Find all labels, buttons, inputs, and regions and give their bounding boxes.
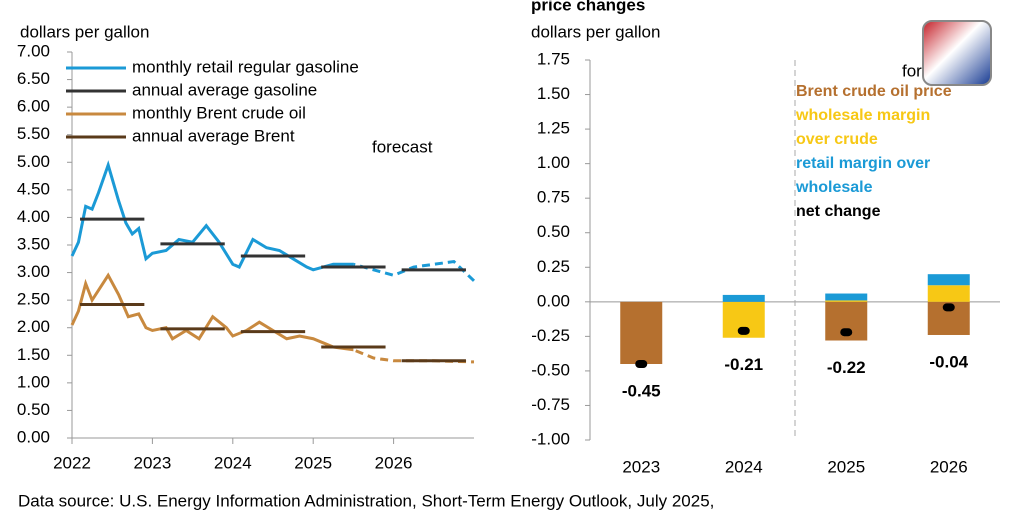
legend: Brent crude oil price wholesale margin ov… (796, 80, 961, 224)
bar-segment (927, 285, 970, 302)
y-tick-label: 1.50 (17, 345, 50, 364)
legend-label: Brent crude oil price (796, 83, 952, 100)
x-tick-label: 2026 (930, 457, 968, 476)
data-label: -0.21 (724, 355, 763, 374)
y-tick-label: -0.75 (531, 395, 570, 414)
y-tick-label: 1.00 (17, 372, 50, 391)
legend-label: annual average gasoline (132, 80, 317, 99)
y-axis-label: dollars per gallon (20, 22, 149, 41)
y-tick-label: 1.50 (537, 84, 570, 103)
y-tick-label: 1.25 (537, 119, 570, 138)
legend-label: monthly Brent crude oil (132, 103, 306, 122)
y-tick-label: 5.50 (17, 124, 50, 143)
y-tick-label: 7.00 (17, 41, 50, 60)
y-tick-label: 2.00 (17, 317, 50, 336)
x-tick-label: 2025 (294, 453, 332, 472)
y-tick-label: 1.00 (537, 153, 570, 172)
x-tick-label: 2025 (827, 457, 865, 476)
legend-label: annual average Brent (132, 126, 295, 145)
x-tick-label: 2024 (214, 453, 252, 472)
x-tick-label: 2023 (133, 453, 171, 472)
source: Data source: U.S. Energy Information Adm… (18, 491, 714, 510)
y-tick-label: 6.00 (17, 97, 50, 116)
data-label: -0.04 (929, 352, 968, 371)
annotation: forecast (372, 137, 433, 156)
y-tick-label: 0.00 (17, 427, 50, 446)
y-tick-label: 4.50 (17, 179, 50, 198)
x-tick-label: 2022 (53, 453, 91, 472)
x-tick-label: 2023 (622, 457, 660, 476)
forecast-line (353, 259, 476, 282)
y-tick-label: 3.00 (17, 262, 50, 281)
y-tick-label: 1.75 (537, 49, 570, 68)
line (70, 160, 354, 272)
y-tick-label: 2.50 (17, 290, 50, 309)
bar-segment (825, 293, 868, 301)
y-tick-label: 0.00 (537, 291, 570, 310)
y-tick-label: 6.50 (17, 69, 50, 88)
net-marker (635, 360, 648, 368)
bar-segment (722, 294, 765, 302)
chart-title: price changes (531, 0, 645, 14)
y-tick-label: -1.00 (531, 429, 570, 448)
legend-label: retail margin over wholesale (796, 155, 931, 196)
net-marker (942, 303, 955, 312)
y-axis-label: dollars per gallon (531, 22, 660, 41)
y-tick-label: 3.50 (17, 234, 50, 253)
y-tick-label: -0.50 (531, 360, 570, 379)
line (70, 272, 354, 352)
x-tick-label: 2026 (375, 453, 413, 472)
data-label: -0.45 (622, 381, 661, 400)
y-tick-label: 0.50 (17, 400, 50, 419)
y-tick-label: 4.00 (17, 207, 50, 226)
bar-segment (825, 300, 868, 302)
y-tick-label: 0.75 (537, 188, 570, 207)
logo (922, 20, 992, 86)
bar-segment (620, 301, 663, 364)
y-tick-label: -0.25 (531, 326, 570, 345)
legend-label: monthly retail regular gasoline (132, 57, 359, 76)
y-tick-label: 5.00 (17, 152, 50, 171)
net-marker (737, 326, 750, 335)
net-marker (840, 328, 853, 337)
forecast-line (353, 348, 475, 364)
y-tick-label: 0.25 (537, 257, 570, 276)
y-tick-label: 0.50 (537, 222, 570, 241)
bar-segment (927, 274, 970, 286)
x-tick-label: 2024 (725, 457, 763, 476)
legend-label: net change (796, 203, 881, 220)
data-label: -0.22 (827, 358, 866, 377)
legend-label: wholesale margin over crude (796, 107, 931, 148)
